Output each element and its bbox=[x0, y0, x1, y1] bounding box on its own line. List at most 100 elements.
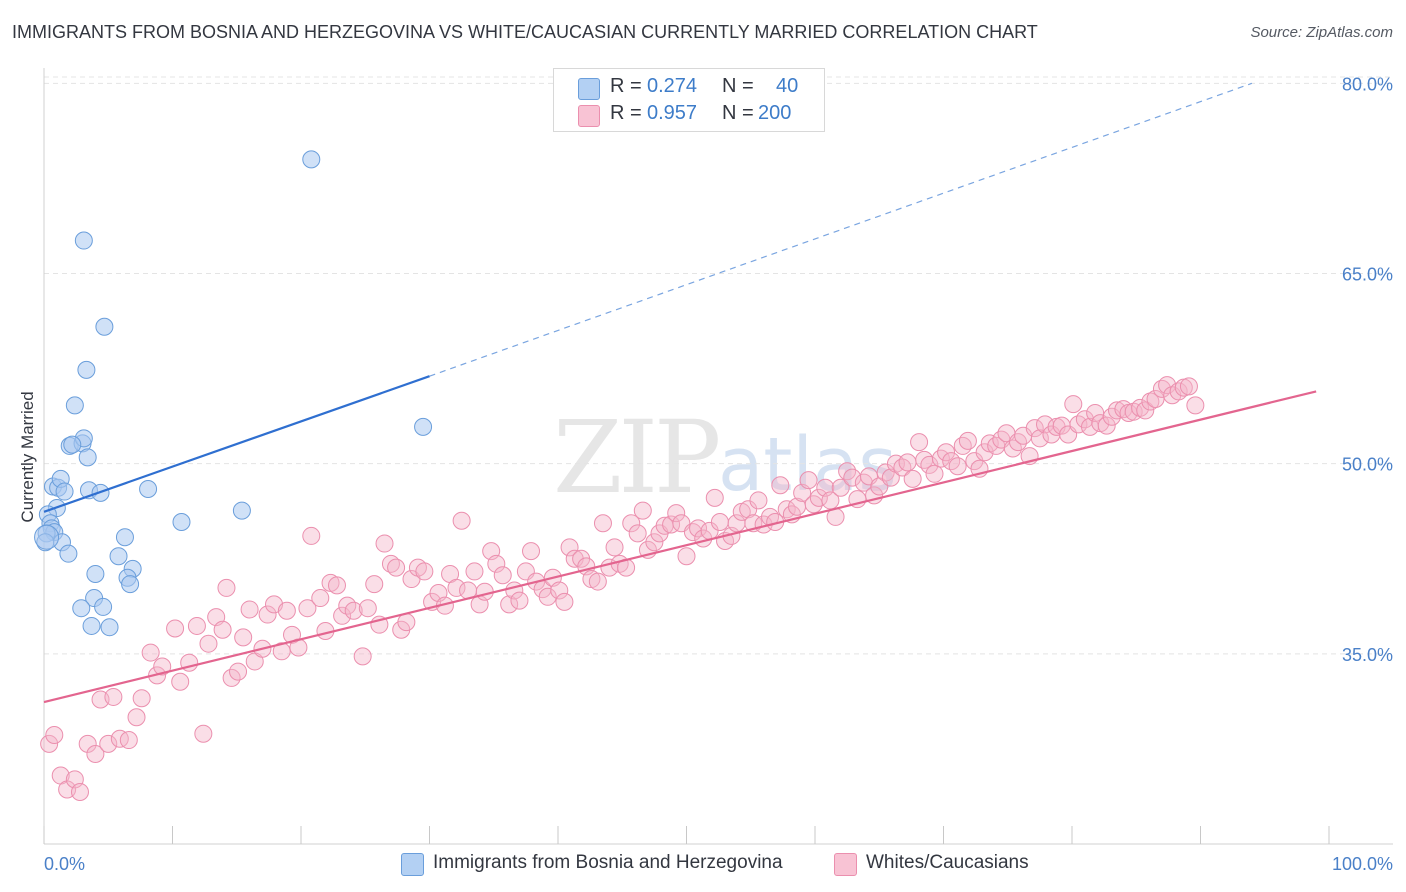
bosnia-point bbox=[302, 150, 321, 169]
y-tick-label: 50.0% bbox=[1342, 455, 1393, 475]
y-tick-label: 65.0% bbox=[1342, 265, 1393, 285]
bosnia-point bbox=[121, 575, 140, 594]
white-caucasian-point bbox=[375, 534, 394, 553]
white-caucasian-point bbox=[353, 647, 372, 666]
white-caucasian-point bbox=[1097, 416, 1116, 435]
white-caucasian-point bbox=[415, 562, 434, 581]
white-caucasian-point bbox=[475, 582, 494, 601]
bosnia-point bbox=[86, 564, 105, 583]
white-caucasian-point bbox=[70, 783, 89, 802]
white-caucasian-point bbox=[1146, 390, 1165, 409]
legend-swatch-blue bbox=[578, 78, 600, 100]
x-tick-label: 0.0% bbox=[44, 854, 85, 874]
white-caucasian-point bbox=[187, 616, 206, 635]
white-caucasian-point bbox=[705, 488, 724, 507]
white-caucasian-point bbox=[910, 433, 929, 452]
legend-r-label: R = bbox=[610, 102, 642, 124]
white-caucasian-point bbox=[903, 469, 922, 488]
white-caucasian-point bbox=[677, 547, 696, 566]
bottom-legend-swatch-pink bbox=[834, 853, 857, 876]
white-caucasian-point bbox=[538, 587, 557, 606]
white-caucasian-point bbox=[132, 689, 151, 708]
white-caucasian-point bbox=[452, 511, 471, 530]
white-caucasian-point bbox=[272, 642, 291, 661]
bosnia-point bbox=[172, 512, 191, 531]
bosnia-point bbox=[34, 524, 60, 550]
bosnia-point bbox=[78, 448, 97, 467]
white-caucasian-point bbox=[234, 628, 253, 647]
white-caucasian-point bbox=[1064, 395, 1083, 414]
white-caucasian-point bbox=[522, 542, 541, 561]
white-caucasian-point bbox=[555, 592, 574, 611]
white-caucasian-point bbox=[1025, 419, 1044, 438]
white-caucasian-point bbox=[710, 512, 729, 531]
white-caucasian-point bbox=[447, 578, 466, 597]
white-caucasian-point bbox=[809, 488, 828, 507]
white-caucasian-point bbox=[217, 578, 236, 597]
white-caucasian-point bbox=[605, 538, 624, 557]
white-caucasian-point bbox=[898, 453, 917, 472]
legend-swatch-pink bbox=[578, 105, 600, 127]
bosnia-point bbox=[74, 231, 93, 250]
white-caucasian-point bbox=[799, 471, 818, 490]
white-caucasian-point bbox=[171, 672, 190, 691]
white-caucasian-point bbox=[500, 595, 519, 614]
white-caucasian-point bbox=[1179, 377, 1198, 396]
white-caucasian-point bbox=[365, 575, 384, 594]
bosnia-trend-line bbox=[43, 375, 430, 513]
white-caucasian-point bbox=[975, 443, 994, 462]
legend-r-label: R = bbox=[610, 75, 642, 97]
white-caucasian-point bbox=[104, 687, 123, 706]
watermark: ZIP atlas bbox=[553, 399, 897, 516]
white-caucasian-point bbox=[622, 514, 641, 533]
legend-n-label: N = bbox=[722, 75, 754, 97]
bosnia-point bbox=[100, 618, 119, 637]
white-caucasian-point bbox=[119, 731, 138, 750]
white-caucasian-point bbox=[560, 538, 579, 557]
white-caucasian-point bbox=[588, 572, 607, 591]
white-caucasian-point bbox=[881, 468, 900, 487]
white-caucasian-point bbox=[958, 431, 977, 450]
bosnia-point bbox=[232, 501, 251, 520]
white-caucasian-point bbox=[229, 662, 248, 681]
white-caucasian-point bbox=[141, 643, 160, 662]
white-caucasian-point bbox=[213, 620, 232, 639]
white-caucasian-point bbox=[127, 708, 146, 727]
white-caucasian-point bbox=[199, 634, 218, 653]
legend-n-value: 200 bbox=[758, 102, 792, 124]
bottom-legend-label: Whites/Caucasians bbox=[866, 852, 1029, 873]
white-caucasian-point bbox=[110, 729, 129, 748]
white-caucasian-point bbox=[1086, 403, 1105, 422]
white-caucasian-point bbox=[689, 519, 708, 538]
white-caucasian-point bbox=[645, 533, 664, 552]
white-caucasian-trend-line bbox=[43, 390, 1317, 704]
white-caucasian-point bbox=[550, 581, 569, 600]
white-caucasian-point bbox=[633, 501, 652, 520]
white-caucasian-point bbox=[40, 734, 59, 753]
bosnia-point bbox=[115, 528, 134, 547]
white-caucasian-point bbox=[99, 734, 118, 753]
white-caucasian-point bbox=[948, 457, 967, 476]
white-caucasian-point bbox=[1186, 396, 1205, 415]
white-caucasian-point bbox=[298, 599, 317, 618]
white-caucasian-point bbox=[344, 601, 363, 620]
legend-box: R = 0.274 N = 40 R = 0.957 N = 200 bbox=[553, 68, 825, 132]
white-caucasian-point bbox=[1131, 398, 1150, 417]
white-caucasian-point bbox=[311, 589, 330, 608]
bosnia-point bbox=[82, 616, 101, 635]
white-caucasian-point bbox=[739, 500, 758, 519]
white-caucasian-point bbox=[771, 476, 790, 495]
bosnia-point bbox=[414, 417, 433, 436]
white-caucasian-point bbox=[358, 599, 377, 618]
white-caucasian-point bbox=[194, 724, 213, 743]
white-caucasian-point bbox=[876, 463, 895, 482]
bosnia-point bbox=[109, 547, 128, 566]
white-caucasian-point bbox=[302, 526, 321, 545]
bottom-legend-label: Immigrants from Bosnia and Herzegovina bbox=[433, 852, 783, 873]
y-axis-label: Currently Married bbox=[18, 391, 37, 522]
bosnia-point bbox=[77, 360, 96, 379]
white-caucasian-point bbox=[333, 606, 352, 625]
legend-n-label: N = bbox=[722, 102, 754, 124]
white-caucasian-point bbox=[831, 478, 850, 497]
